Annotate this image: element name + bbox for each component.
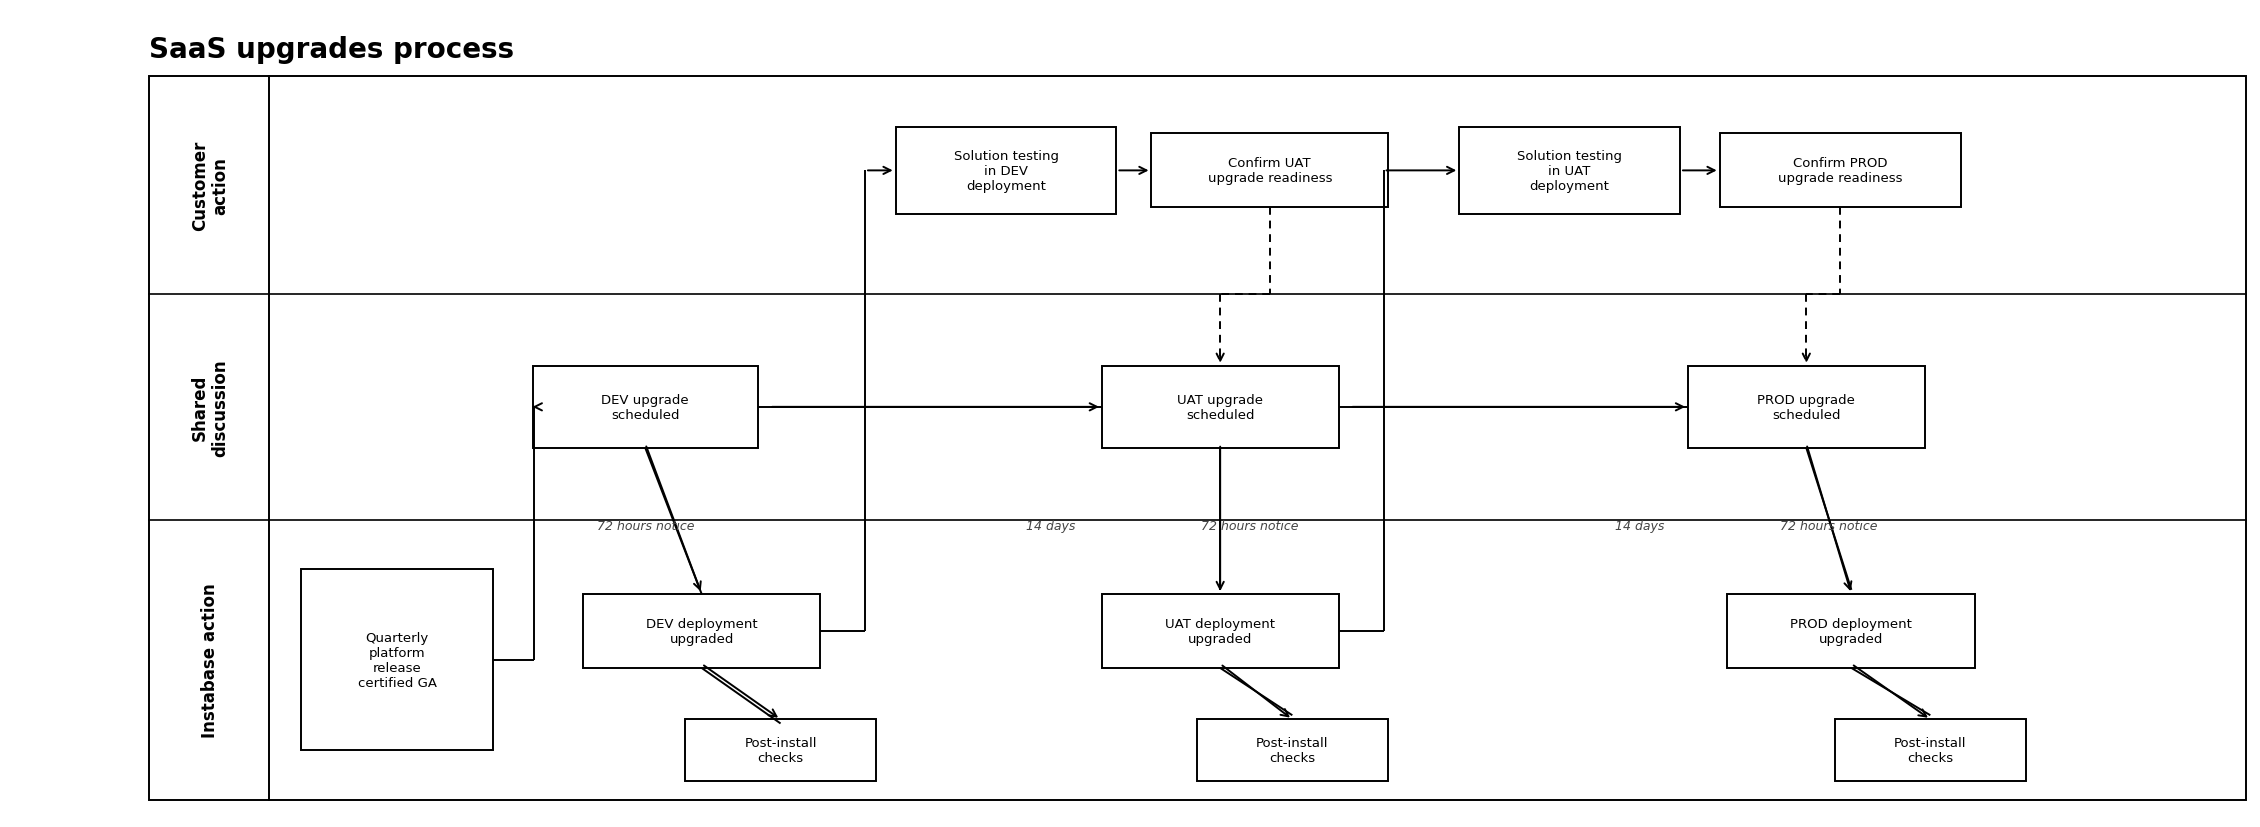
FancyBboxPatch shape (301, 570, 493, 750)
FancyBboxPatch shape (1835, 719, 2027, 781)
FancyBboxPatch shape (583, 595, 820, 668)
Text: 72 hours notice: 72 hours notice (1781, 519, 1878, 533)
Text: DEV deployment
upgraded: DEV deployment upgraded (646, 617, 757, 645)
Text: PROD deployment
upgraded: PROD deployment upgraded (1790, 617, 1912, 645)
Text: 72 hours notice: 72 hours notice (597, 519, 694, 533)
FancyBboxPatch shape (1688, 366, 1926, 448)
Text: 72 hours notice: 72 hours notice (1200, 519, 1297, 533)
FancyBboxPatch shape (533, 366, 757, 448)
Text: Solution testing
in UAT
deployment: Solution testing in UAT deployment (1516, 150, 1623, 193)
Text: PROD upgrade
scheduled: PROD upgrade scheduled (1758, 394, 1855, 421)
FancyBboxPatch shape (1460, 128, 1679, 214)
Text: 14 days: 14 days (1026, 519, 1076, 533)
Text: Post-install
checks: Post-install checks (744, 736, 816, 764)
Text: Post-install
checks: Post-install checks (1894, 736, 1966, 764)
Text: 14 days: 14 days (1616, 519, 1663, 533)
Bar (149, 77, 2246, 800)
Text: UAT upgrade
scheduled: UAT upgrade scheduled (1177, 394, 1263, 421)
Text: UAT deployment
upgraded: UAT deployment upgraded (1166, 617, 1275, 645)
Text: Shared
discussion: Shared discussion (190, 359, 231, 457)
FancyBboxPatch shape (1103, 595, 1338, 668)
FancyBboxPatch shape (1196, 719, 1388, 781)
Text: Solution testing
in DEV
deployment: Solution testing in DEV deployment (954, 150, 1058, 193)
Text: Post-install
checks: Post-install checks (1257, 736, 1329, 764)
FancyBboxPatch shape (1720, 134, 1962, 208)
FancyBboxPatch shape (1150, 134, 1388, 208)
Text: Confirm UAT
upgrade readiness: Confirm UAT upgrade readiness (1207, 157, 1331, 185)
Text: Quarterly
platform
release
certified GA: Quarterly platform release certified GA (357, 631, 436, 689)
FancyBboxPatch shape (895, 128, 1116, 214)
Text: Instabase action: Instabase action (201, 583, 219, 737)
FancyBboxPatch shape (1727, 595, 1975, 668)
FancyBboxPatch shape (685, 719, 877, 781)
Text: Customer
action: Customer action (190, 141, 231, 231)
Text: DEV upgrade
scheduled: DEV upgrade scheduled (601, 394, 689, 421)
FancyBboxPatch shape (1103, 366, 1338, 448)
Text: SaaS upgrades process: SaaS upgrades process (149, 36, 515, 64)
Text: Confirm PROD
upgrade readiness: Confirm PROD upgrade readiness (1779, 157, 1903, 185)
